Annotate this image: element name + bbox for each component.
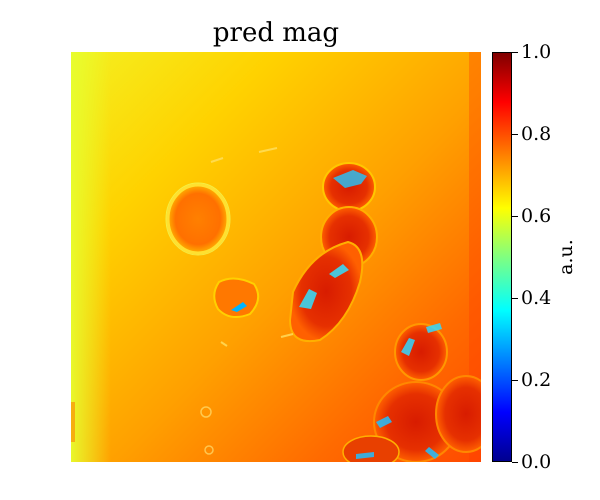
colorbar-tick (512, 380, 518, 381)
colorbar-label: a.u. (555, 239, 577, 275)
colorbar-tick (512, 52, 518, 53)
colorbar-tick-label: 0.2 (521, 369, 552, 391)
cell-small (213, 277, 260, 319)
colorbar-tick (512, 216, 518, 217)
colorbar-tick (512, 462, 518, 463)
colorbar-tick-label: 0.6 (521, 205, 552, 227)
magnitude-image (71, 52, 481, 462)
cell-left (166, 183, 230, 255)
colorbar-tick-label: 0.4 (521, 287, 552, 309)
cell-right-mid (394, 323, 448, 381)
colorbar-tick-label: 1.0 (521, 41, 552, 63)
colorbar-tick (512, 134, 518, 135)
plot-title: pred mag (212, 18, 340, 48)
colorbar-tick-label: 0.8 (521, 123, 552, 145)
colorbar-tick (512, 298, 518, 299)
colorbar (492, 52, 512, 462)
colorbar-tick-label: 0.0 (521, 451, 552, 473)
